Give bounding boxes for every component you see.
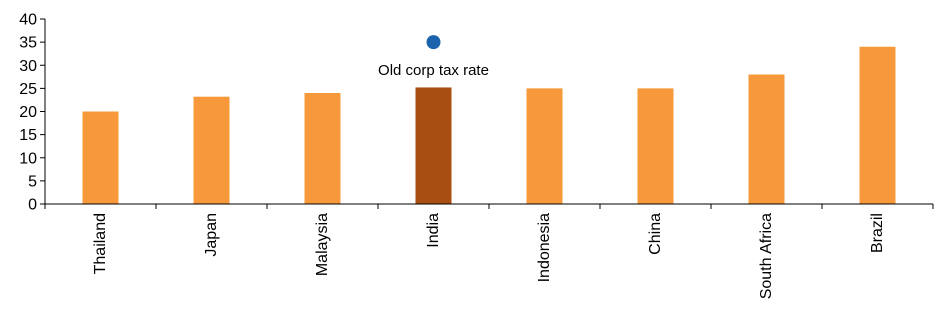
x-tick-label: South Africa bbox=[758, 213, 775, 299]
x-tick-label: Thailand bbox=[92, 213, 109, 274]
y-tick-label: 25 bbox=[19, 81, 37, 98]
bar-series bbox=[82, 46, 896, 204]
bar-south-africa bbox=[748, 74, 785, 204]
x-tick-label: China bbox=[647, 213, 664, 255]
y-tick-label: 30 bbox=[19, 58, 37, 75]
annotation-layer: Old corp tax rate bbox=[378, 35, 489, 79]
x-tick-label: Malaysia bbox=[314, 213, 331, 276]
x-axis: Thailand Japan Malaysia India Indonesia China… bbox=[44, 203, 934, 299]
bar-china bbox=[637, 88, 674, 204]
y-tick-label: 40 bbox=[19, 12, 37, 29]
y-tick-label: 0 bbox=[28, 197, 37, 214]
x-tick-label: India bbox=[425, 213, 442, 248]
bar-brazil bbox=[859, 46, 896, 204]
bar-india bbox=[415, 87, 452, 204]
bar-thailand bbox=[82, 111, 119, 204]
bar-indonesia bbox=[526, 88, 563, 204]
bar-japan bbox=[193, 96, 230, 204]
y-tick-label: 10 bbox=[19, 150, 37, 167]
x-tick-label: Indonesia bbox=[536, 213, 553, 282]
annotation-label: Old corp tax rate bbox=[378, 62, 489, 79]
bar-malaysia bbox=[304, 93, 341, 204]
y-tick-label: 35 bbox=[19, 35, 37, 52]
x-tick-label: Japan bbox=[203, 213, 220, 257]
old-corp-tax-rate-marker bbox=[426, 35, 441, 50]
y-tick-label: 15 bbox=[19, 127, 37, 144]
y-tick-label: 20 bbox=[19, 104, 37, 121]
y-tick-label: 5 bbox=[28, 173, 37, 190]
x-tick-label: Brazil bbox=[869, 213, 886, 253]
y-axis: 0 5 10 15 20 25 30 35 40 bbox=[19, 12, 46, 214]
